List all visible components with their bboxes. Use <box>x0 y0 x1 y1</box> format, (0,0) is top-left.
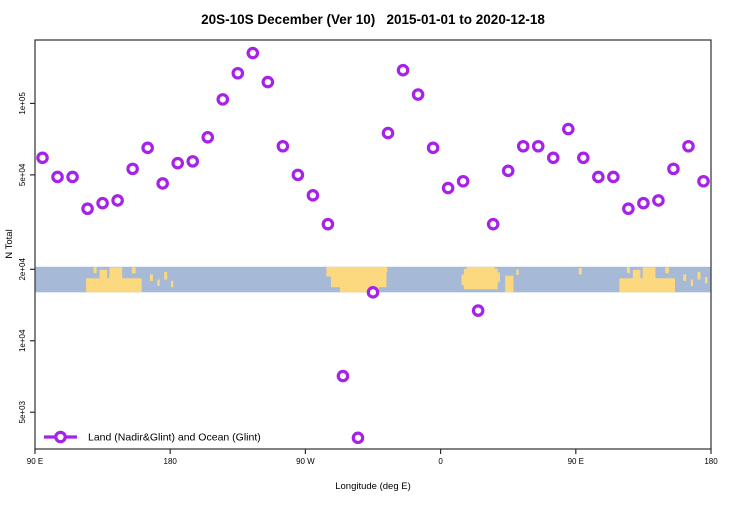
data-point-marker <box>156 177 169 190</box>
x-axis-title: Longitude (deg E) <box>335 481 411 492</box>
data-point-marker <box>201 130 215 144</box>
map-band-land-patch <box>131 267 136 274</box>
data-point-marker <box>516 139 530 153</box>
data-point-marker <box>411 88 425 101</box>
data-point-marker <box>456 174 470 188</box>
data-point-marker <box>81 202 94 216</box>
map-band-land-patch <box>109 267 123 280</box>
chart-title: 20S-10S December (Ver 10) 2015-01-01 to … <box>201 12 545 27</box>
data-point-marker <box>36 151 49 165</box>
data-point-marker <box>697 174 710 188</box>
map-band-land-patch <box>339 286 380 293</box>
map-band-land-patch <box>170 280 174 288</box>
map-band-land-patch <box>690 279 693 286</box>
data-points <box>36 46 710 445</box>
map-band-land-patch <box>497 272 500 283</box>
y-axis-title: N Total <box>4 229 15 258</box>
map-band-land-patch <box>93 267 97 274</box>
map-band-land-patch <box>157 279 160 286</box>
map-band-land-patch <box>461 274 465 286</box>
data-point-marker <box>96 196 109 210</box>
data-point-marker <box>531 139 545 153</box>
data-point-marker <box>336 369 350 383</box>
data-point-marker <box>441 181 455 195</box>
data-point-marker <box>381 126 395 140</box>
data-point-marker <box>291 168 305 182</box>
legend: Land (Nadir&Glint) and Ocean (Glint) <box>44 430 261 444</box>
data-point-marker <box>501 164 515 178</box>
map-band-land-patch <box>330 266 387 288</box>
map-band-land-patch <box>463 268 498 290</box>
map-band-land-patch <box>326 266 331 277</box>
x-tick-label: 90 W <box>296 457 315 466</box>
map-band-land-patch <box>149 274 153 281</box>
data-point-marker <box>231 66 245 80</box>
data-point-marker <box>561 122 575 136</box>
map-band-land-patch <box>578 268 582 275</box>
map-band-land-patch <box>384 266 388 272</box>
data-point-marker <box>592 170 605 184</box>
data-point-marker <box>66 170 79 184</box>
x-tick-label: 90 E <box>27 457 43 466</box>
map-band-land-patch <box>683 274 687 281</box>
legend-marker-icon <box>54 430 67 444</box>
data-point-marker <box>246 46 260 60</box>
map-band-land-patch <box>697 271 701 280</box>
map-band-land-patch <box>86 278 142 293</box>
data-point-marker <box>111 194 124 207</box>
data-point-marker <box>426 141 440 155</box>
x-tick-label: 180 <box>164 457 178 466</box>
y-tick-label: 5e+03 <box>18 400 27 423</box>
y-tick-label: 1e+04 <box>18 329 27 352</box>
map-band-land-patch <box>466 266 495 270</box>
data-point-marker <box>396 63 410 77</box>
data-point-marker <box>276 139 290 153</box>
x-tick-label: 0 <box>438 457 443 466</box>
map-band-land-patch <box>632 269 641 280</box>
data-point-marker <box>366 286 380 299</box>
map-band-land-patch <box>164 271 168 280</box>
x-tick-label: 180 <box>704 457 718 466</box>
data-point-marker <box>351 431 365 445</box>
legend-label: Land (Nadir&Glint) and Ocean (Glint) <box>88 432 261 444</box>
data-point-marker <box>652 194 665 207</box>
data-point-marker <box>607 170 620 184</box>
y-tick-label: 2e+04 <box>18 258 27 281</box>
map-band-land-patch <box>505 275 514 293</box>
data-point-marker <box>682 139 695 153</box>
map-band-land-patch <box>619 278 675 293</box>
data-point-marker <box>306 189 320 202</box>
data-point-marker <box>141 141 154 155</box>
map-band-land-patch <box>642 267 656 280</box>
data-point-marker <box>622 202 635 216</box>
data-point-marker <box>216 93 230 106</box>
data-point-marker <box>171 156 185 170</box>
data-point-marker <box>321 217 335 231</box>
map-band-land-patch <box>626 267 630 274</box>
data-point-marker <box>261 75 275 89</box>
data-point-marker <box>667 162 680 176</box>
data-point-marker <box>577 151 590 165</box>
y-tick-label: 5e+04 <box>18 163 27 186</box>
data-point-marker <box>51 170 64 184</box>
data-point-marker <box>471 304 485 317</box>
x-axis-ticks: 90 E 180 90 W 0 90 E 180 <box>27 449 718 466</box>
map-band-land-patch <box>665 267 669 274</box>
data-point-marker <box>637 196 650 210</box>
data-point-marker <box>546 151 560 165</box>
map-band-land-patch <box>99 269 108 280</box>
data-point-marker <box>186 155 200 168</box>
plot-border <box>34 39 712 450</box>
data-point-marker <box>486 217 500 231</box>
x-tick-label: 90 E <box>568 457 584 466</box>
y-tick-label: 1e+05 <box>18 92 27 115</box>
y-axis-ticks: 1e+05 5e+04 2e+04 1e+04 5e+03 <box>18 92 35 423</box>
map-band-land-patch <box>516 269 519 275</box>
map-band-land-patch <box>704 276 708 284</box>
data-point-marker <box>126 162 139 176</box>
